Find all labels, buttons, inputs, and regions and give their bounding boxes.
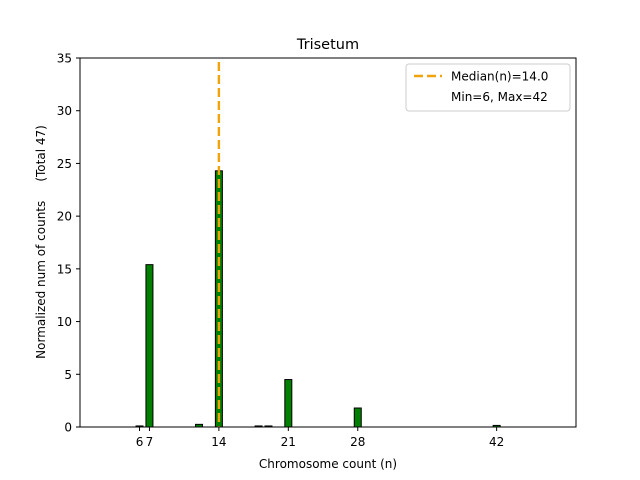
plot-frame	[79, 57, 577, 428]
bars-layer	[135, 170, 501, 428]
y-tick-label: 35	[57, 52, 72, 66]
histogram-bar	[284, 379, 293, 428]
y-tick-label: 10	[57, 315, 72, 329]
x-tick-label: 7	[146, 435, 154, 449]
y-axis-ticks: 0 5 10 15 20 25 30 35	[57, 52, 80, 435]
x-tick-label: 14	[211, 435, 226, 449]
x-axis-label: Chromosome count (n)	[259, 457, 397, 471]
y-tick-label: 25	[57, 157, 72, 171]
x-axis-ticks: 6 7 14 21 28 42	[136, 427, 504, 449]
y-tick-label: 0	[64, 421, 72, 435]
y-tick-label: 20	[57, 210, 72, 224]
y-tick-label: 15	[57, 262, 72, 276]
x-tick-label: 28	[350, 435, 365, 449]
histogram-bar	[145, 264, 154, 428]
y-axis-label: Normalized num of counts (Total 47)	[34, 125, 48, 359]
x-tick-label: 42	[489, 435, 504, 449]
legend-minmax-label: Min=6, Max=42	[451, 90, 548, 104]
legend-median-label: Median(n)=14.0	[451, 70, 548, 84]
histogram-bar	[353, 407, 362, 428]
y-tick-label: 5	[64, 368, 72, 382]
x-tick-label: 21	[281, 435, 296, 449]
y-tick-label: 30	[57, 104, 72, 118]
legend-box	[405, 63, 571, 112]
x-tick-label: 6	[136, 435, 144, 449]
chart-title: Trisetum	[296, 37, 359, 53]
legend: Median(n)=14.0 Min=6, Max=42	[405, 63, 571, 112]
